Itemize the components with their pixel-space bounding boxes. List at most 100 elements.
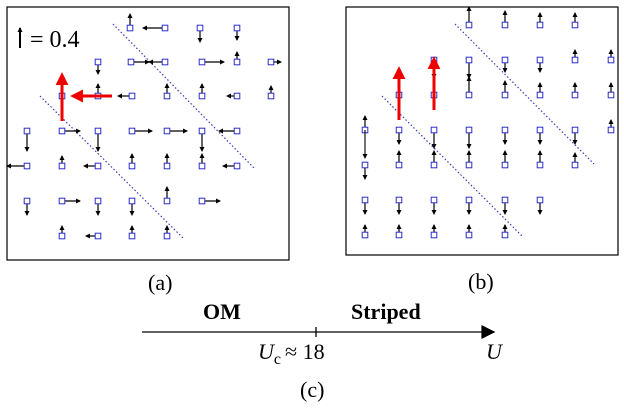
spin-site <box>233 51 241 66</box>
site-box <box>361 231 369 239</box>
site-box <box>58 127 66 135</box>
site-box <box>126 24 134 32</box>
spin-site <box>571 49 579 64</box>
site-box <box>198 92 206 100</box>
spin-site <box>128 197 136 216</box>
site-box <box>94 58 102 66</box>
spin-site <box>23 127 31 152</box>
site-box <box>267 92 275 100</box>
site-box <box>536 56 544 64</box>
spin-site <box>571 12 579 29</box>
site-box <box>607 56 615 64</box>
site-box <box>361 161 369 169</box>
site-box <box>465 231 473 239</box>
site-box <box>58 162 66 170</box>
site-box <box>94 162 102 170</box>
site-box <box>571 126 579 134</box>
spin-site <box>163 225 171 240</box>
spin-site <box>142 24 169 32</box>
spin-site <box>222 162 241 170</box>
site-box <box>233 58 241 66</box>
spin-site <box>501 196 509 215</box>
spin-site <box>128 153 136 170</box>
panel-a-frame <box>6 6 290 261</box>
site-box <box>501 21 509 29</box>
spin-site <box>196 24 204 43</box>
site-box <box>395 196 403 204</box>
site-box <box>465 21 473 29</box>
spin-site <box>465 196 473 215</box>
spin-site <box>465 6 473 29</box>
panel-a: = 0.4 (a) <box>6 6 290 295</box>
site-box <box>128 92 136 100</box>
phase-label-striped: Striped <box>351 299 421 324</box>
site-box <box>94 232 102 240</box>
site-box <box>430 126 438 134</box>
site-box <box>233 92 241 100</box>
site-box <box>501 161 509 169</box>
spin-site <box>163 153 171 170</box>
panel-a-label: (a) <box>148 270 172 295</box>
critical-symbol: U <box>258 339 276 364</box>
spin-site <box>58 155 66 170</box>
spin-site <box>607 49 615 64</box>
spin-site <box>23 197 31 216</box>
spin-site <box>465 126 473 149</box>
site-box <box>501 91 509 99</box>
site-box <box>536 196 544 204</box>
spin-site <box>465 76 473 99</box>
spin-site <box>501 80 509 99</box>
spin-site <box>536 126 544 145</box>
spin-site <box>117 92 136 100</box>
spin-site <box>571 152 579 169</box>
site-box <box>465 56 473 64</box>
site-box <box>571 56 579 64</box>
scale-label: = 0.4 <box>30 27 80 53</box>
spin-site <box>465 56 473 79</box>
spin-site <box>94 197 102 216</box>
site-box <box>128 197 136 205</box>
site-box <box>198 162 206 170</box>
spin-site <box>395 126 403 145</box>
site-box <box>58 197 66 205</box>
site-box <box>430 231 438 239</box>
spin-site <box>163 127 188 135</box>
site-box <box>233 24 241 32</box>
spin-site <box>94 58 102 75</box>
site-box <box>267 58 275 66</box>
spin-site <box>198 197 221 205</box>
site-box <box>536 126 544 134</box>
panel-b-label: (b) <box>468 269 494 294</box>
site-box <box>571 91 579 99</box>
site-box <box>501 196 509 204</box>
spin-site <box>465 150 473 169</box>
spin-site <box>6 162 31 170</box>
spin-site <box>218 127 241 135</box>
site-box <box>233 162 241 170</box>
site-box <box>163 197 171 205</box>
spin-site <box>501 56 509 73</box>
spin-site <box>58 197 81 205</box>
site-box <box>23 127 31 135</box>
spin-site <box>58 225 66 240</box>
site-box <box>536 91 544 99</box>
spin-site <box>430 126 438 149</box>
spin-site <box>198 83 206 100</box>
spin-site <box>163 186 171 205</box>
spin-site <box>536 196 544 215</box>
spin-site <box>536 82 544 99</box>
site-box <box>607 91 615 99</box>
site-box <box>536 21 544 29</box>
spin-site <box>85 232 102 240</box>
spin-site <box>163 83 171 100</box>
axis-symbol: U <box>486 339 504 364</box>
site-box <box>465 126 473 134</box>
spin-site <box>536 150 544 169</box>
panel-b: (b) <box>345 6 619 294</box>
phase-axis: OM Striped Uc ≈ 18 U (c) <box>142 299 504 402</box>
site-box <box>23 162 31 170</box>
spin-site <box>395 224 403 239</box>
spin-site <box>361 161 369 180</box>
site-box <box>58 232 66 240</box>
